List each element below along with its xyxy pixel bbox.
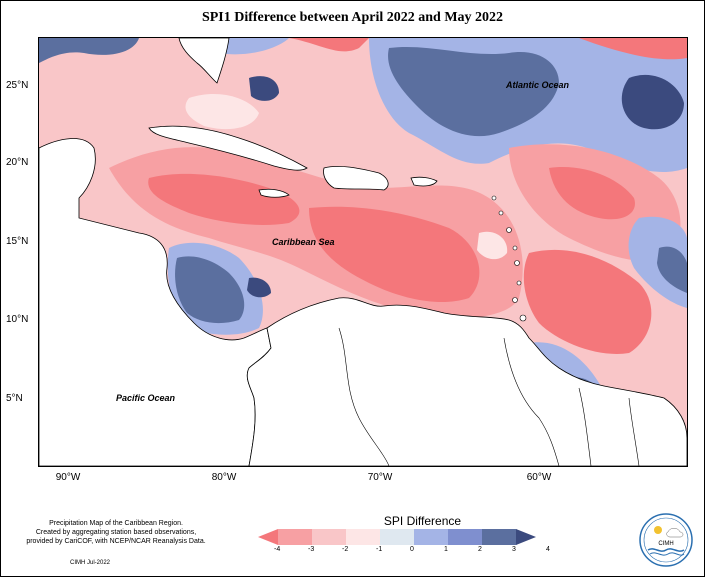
border-colombia-venezuela xyxy=(338,327,390,466)
island-6 xyxy=(516,280,522,286)
field-se-strongdry xyxy=(523,249,652,354)
island-4 xyxy=(512,245,518,251)
border-venezuela-guyana xyxy=(503,337,560,466)
legend-tick-label: -4 xyxy=(274,546,281,553)
field-caribbean-strongdry-central xyxy=(309,206,480,303)
lesser-antilles xyxy=(491,195,527,322)
legend-tick-label: 3 xyxy=(512,546,516,553)
border-suriname-guiana xyxy=(628,397,640,466)
label-atlantic-ocean: Atlantic Ocean xyxy=(506,80,570,90)
country-borders xyxy=(338,327,640,466)
field-centralam-extremewet xyxy=(247,277,271,298)
land-hispaniola xyxy=(323,165,389,191)
field-near-normal-1 xyxy=(185,93,259,130)
credits-line-3: provided by CariCOF, with NCEP/NCAR Rean… xyxy=(26,538,206,545)
legend-tick-label: -2 xyxy=(342,546,349,553)
wave-icon xyxy=(647,548,685,552)
legend-swatch xyxy=(278,529,313,545)
island-5 xyxy=(514,260,520,266)
credits-line-1: Precipitation Map of the Caribbean Regio… xyxy=(49,520,183,527)
land-jamaica xyxy=(258,188,290,198)
label-caribbean-sea: Caribbean Sea xyxy=(272,237,335,247)
lat-label-20n: 20°N xyxy=(6,157,29,168)
legend-tick-label: 1 xyxy=(444,546,448,553)
credits-line-2: Created by aggregating station based obs… xyxy=(35,529,197,536)
field-centralam-verywet xyxy=(175,256,245,324)
land-puerto-rico xyxy=(410,176,438,187)
lon-label-80w: 80°W xyxy=(211,472,237,483)
lon-label-70w: 70°W xyxy=(367,472,393,483)
legend-tick-label: -1 xyxy=(376,546,383,553)
island-2 xyxy=(498,210,504,216)
credits-date: CIMH Jul-2022 xyxy=(70,560,111,566)
legend-colorbar-svg xyxy=(258,529,536,545)
legend-tick-label: 0 xyxy=(410,546,414,553)
sun-icon xyxy=(654,526,662,534)
lat-label-15n: 15°N xyxy=(6,236,29,247)
land-cuba xyxy=(148,125,308,171)
spi-map xyxy=(38,37,688,467)
spi-map-canvas xyxy=(39,38,687,466)
legend-swatch xyxy=(380,529,415,545)
field-east-strongdry xyxy=(549,167,635,220)
land-masses xyxy=(39,38,687,466)
field-east-verywet xyxy=(657,246,687,293)
lat-label-25n: 25°N xyxy=(6,80,29,91)
field-ne-dry xyxy=(579,38,687,60)
cimh-logo-svg: CIMH xyxy=(639,513,693,567)
field-n-dry xyxy=(289,38,369,52)
border-guyana-suriname xyxy=(578,387,592,466)
legend-swatch xyxy=(346,529,381,545)
island-trinidad xyxy=(519,314,527,322)
legend-arrow-high xyxy=(516,529,536,545)
lat-label-10n: 10°N xyxy=(6,314,29,325)
field-atlantic-verywet xyxy=(388,46,559,137)
island-7 xyxy=(512,297,518,303)
lon-label-60w: 60°W xyxy=(526,472,552,483)
legend-swatch xyxy=(482,529,517,545)
legend-arrow-low xyxy=(258,529,278,545)
logo-text: CIMH xyxy=(658,541,673,547)
island-3 xyxy=(506,227,512,233)
land-florida xyxy=(178,38,230,84)
legend-swatch xyxy=(448,529,483,545)
credits-block: Precipitation Map of the Caribbean Regio… xyxy=(26,519,206,546)
island-1 xyxy=(491,195,497,201)
label-pacific-ocean: Pacific Ocean xyxy=(116,393,176,403)
field-near-normal-2 xyxy=(477,231,508,260)
legend-swatch xyxy=(312,529,347,545)
lon-label-90w: 90°W xyxy=(55,472,81,483)
legend-swatch xyxy=(414,529,449,545)
field-caribbean-strongdry-west xyxy=(148,173,300,225)
wave-icon-2 xyxy=(649,552,685,556)
legend-colorbar xyxy=(258,528,570,551)
legend-title: SPI Difference xyxy=(383,514,462,528)
legend-tick-label: -3 xyxy=(308,546,315,553)
field-nw-wet xyxy=(39,38,139,63)
legend-tick-label: 4 xyxy=(546,546,550,553)
map-title: SPI1 Difference between April 2022 and M… xyxy=(201,10,504,25)
lat-label-5n: 5°N xyxy=(6,393,23,404)
cimh-logo: CIMH xyxy=(638,512,694,568)
field-bahamas-wet xyxy=(249,76,279,101)
field-atlantic-extremewet xyxy=(621,74,684,130)
cloud-icon xyxy=(666,528,684,538)
land-south-america xyxy=(246,297,687,466)
legend-tick-label: 2 xyxy=(478,546,482,553)
